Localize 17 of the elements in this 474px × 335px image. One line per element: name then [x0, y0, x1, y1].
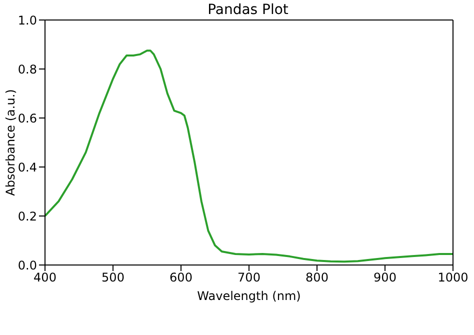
- x-tick-label: 500: [102, 270, 124, 285]
- y-tick-label: 0.4: [18, 160, 37, 174]
- x-tick-label: 1000: [438, 270, 468, 285]
- y-axis-title: Absorbance (a.u.): [3, 89, 18, 196]
- y-tick-label: 0.8: [18, 62, 37, 76]
- x-tick-label: 800: [306, 270, 328, 285]
- x-tick-label: 700: [238, 270, 260, 285]
- line-series: [45, 50, 453, 263]
- x-tick-label: 400: [34, 270, 56, 285]
- y-tick-label: 0.2: [18, 209, 37, 224]
- chart-title: Pandas Plot: [206, 2, 290, 18]
- x-tick-label: 900: [374, 270, 396, 285]
- y-tick-label: 0.6: [18, 111, 37, 126]
- x-axis-title: Wavelength (nm): [197, 289, 301, 303]
- y-tick-label: 1.0: [18, 13, 37, 28]
- x-tick-label: 600: [170, 270, 192, 285]
- y-tick-label: 0.0: [18, 258, 37, 272]
